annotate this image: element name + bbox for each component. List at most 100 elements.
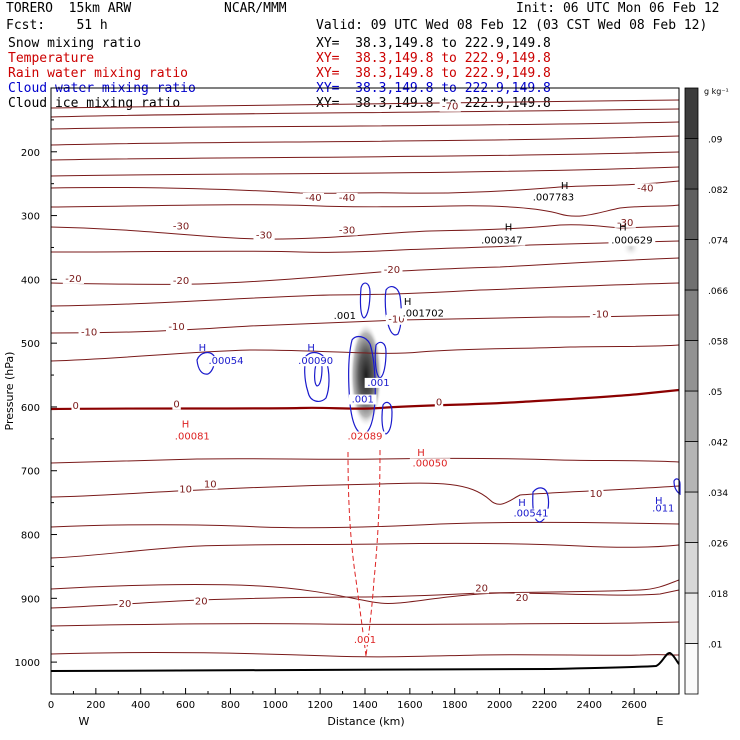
- ice-label-bg: [608, 235, 656, 246]
- rain-label-bg: [351, 634, 379, 645]
- isotherm-line: [50, 151, 680, 161]
- colorbar: .01 .018 .026 .034 .042 .05 .058 .066 .074 .082 .0…: [684, 87, 729, 695]
- temperature-label: 10: [204, 479, 217, 490]
- x-tick-label: 0: [48, 700, 54, 711]
- colorbar-swatch: [684, 87, 699, 139]
- colorbar-tick-label: .018: [708, 590, 728, 600]
- maximum-marker: H: [518, 498, 526, 509]
- cloud-water-label: .001: [367, 378, 389, 389]
- terrain-line: [50, 652, 680, 672]
- rain-label-bg: [172, 431, 213, 442]
- ice-label-bg: [331, 310, 359, 321]
- x-tick-label: 400: [131, 700, 150, 711]
- isotherm-line: [50, 521, 680, 529]
- temperature-label: 20: [195, 597, 208, 608]
- temperature-label: 0: [436, 398, 442, 409]
- isotherm-line: [50, 204, 680, 217]
- temperature-label: 20: [475, 583, 488, 594]
- temperature-label: -30: [173, 222, 189, 233]
- colorbar-swatch: [684, 138, 699, 190]
- x-tick-label: 2600: [621, 700, 646, 711]
- temperature-label-bg: [193, 596, 209, 607]
- isotherm-line: [50, 542, 680, 559]
- isotherm-line: [50, 579, 680, 609]
- temperature-label-bg: [336, 192, 358, 203]
- x-tick-label: 600: [176, 700, 195, 711]
- x-tick-label: 1000: [263, 700, 288, 711]
- header-center: NCAR/MMM: [224, 1, 287, 16]
- cloud-water-label-bg: [348, 394, 377, 405]
- temperature-label-bg: [381, 264, 403, 275]
- west-label: W: [79, 715, 90, 728]
- colorbar-tick-label: .042: [708, 439, 728, 449]
- y-tick-label: 300: [21, 212, 40, 223]
- cloud-water-label-bg: [649, 503, 678, 514]
- temperature-label-bg: [253, 230, 275, 241]
- isotherm-line: [50, 257, 680, 285]
- y-tick-label: 200: [21, 148, 40, 159]
- temperature-label: -20: [384, 265, 400, 276]
- cloud-water-label-bg: [364, 377, 393, 388]
- isotherm-line: [50, 99, 680, 109]
- colorbar-swatch: [684, 390, 699, 442]
- ice-label: .000629: [611, 236, 652, 247]
- cloud-water-contour: [348, 335, 376, 435]
- y-tick-label: 600: [21, 403, 40, 414]
- ice-label: .001: [334, 311, 356, 322]
- colorbar-swatch: [684, 289, 699, 341]
- field-snow-xy: XY= 38.3,149.8 to 222.9,149.8: [316, 36, 551, 51]
- ice-label: .000347: [481, 236, 522, 247]
- cloud-water-contour: [304, 351, 330, 402]
- isotherm-line: [50, 180, 680, 194]
- y-tick-label: 1000: [15, 658, 40, 669]
- temperature-label-bg: [71, 400, 80, 411]
- temperature-label: -30: [617, 218, 633, 229]
- colorbar-tick-label: .058: [708, 338, 728, 348]
- y-tick-label: 700: [21, 467, 40, 478]
- header-forecast: Fcst: 51 h: [6, 18, 108, 33]
- temperature-label: -20: [65, 274, 81, 285]
- temperature-label: -10: [81, 328, 97, 339]
- temperature-label: -10: [168, 322, 184, 333]
- temperature-label-bg: [434, 397, 444, 408]
- cloud-water-label: .011: [652, 504, 674, 515]
- maximum-marker: H: [655, 496, 663, 507]
- y-tick-label: 500: [21, 339, 40, 350]
- terrain-line: [50, 652, 680, 672]
- cloud-water-contour: [359, 282, 371, 319]
- temperature-label-bg: [172, 399, 181, 410]
- isotherm-line: [50, 166, 680, 177]
- temperature-label-bg: [336, 225, 358, 236]
- cloud-water-contour: [374, 341, 387, 379]
- field-rain-name: Rain water mixing ratio: [8, 66, 189, 81]
- temperature-label-bg: [170, 221, 192, 232]
- isotherm-line: [50, 621, 680, 627]
- maximum-marker: H: [561, 181, 569, 192]
- x-tick-label: 2400: [577, 700, 602, 711]
- temperature-label: 20: [516, 593, 529, 604]
- y-axis-label: Pressure (hPa): [3, 352, 16, 431]
- colorbar-swatch: [684, 491, 699, 543]
- temperature-label: -40: [637, 183, 653, 194]
- cloud-water-label-bg: [205, 356, 247, 367]
- temperature-label: -70: [442, 102, 458, 113]
- colorbar-swatch: [684, 592, 699, 644]
- maximum-marker: H: [417, 448, 425, 459]
- temperature-label: -40: [305, 193, 321, 204]
- isotherm-line: [50, 584, 680, 604]
- x-tick-label: 800: [221, 700, 240, 711]
- temperature-label: 0: [72, 401, 78, 412]
- cloud-water-label: .00541: [513, 509, 548, 520]
- maximum-marker: H: [619, 222, 627, 233]
- temperature-label: 0: [173, 400, 179, 411]
- cloud-water-contour: [673, 478, 681, 496]
- rain-label: .001: [354, 635, 376, 646]
- temperature-label: -20: [173, 276, 189, 287]
- x-tick-label: 1200: [307, 700, 332, 711]
- rain-label-bg: [344, 431, 386, 442]
- isotherm-line: [50, 388, 680, 411]
- temperature-label: 10: [590, 489, 603, 500]
- field-rain-xy: XY= 38.3,149.8 to 222.9,149.8: [316, 66, 551, 81]
- header-init: Init: 06 UTC Mon 06 Feb 12: [516, 1, 720, 16]
- x-axis: 0 200 400 600 800 1000 1200 1400 1600 1800 2000 220…: [48, 688, 664, 728]
